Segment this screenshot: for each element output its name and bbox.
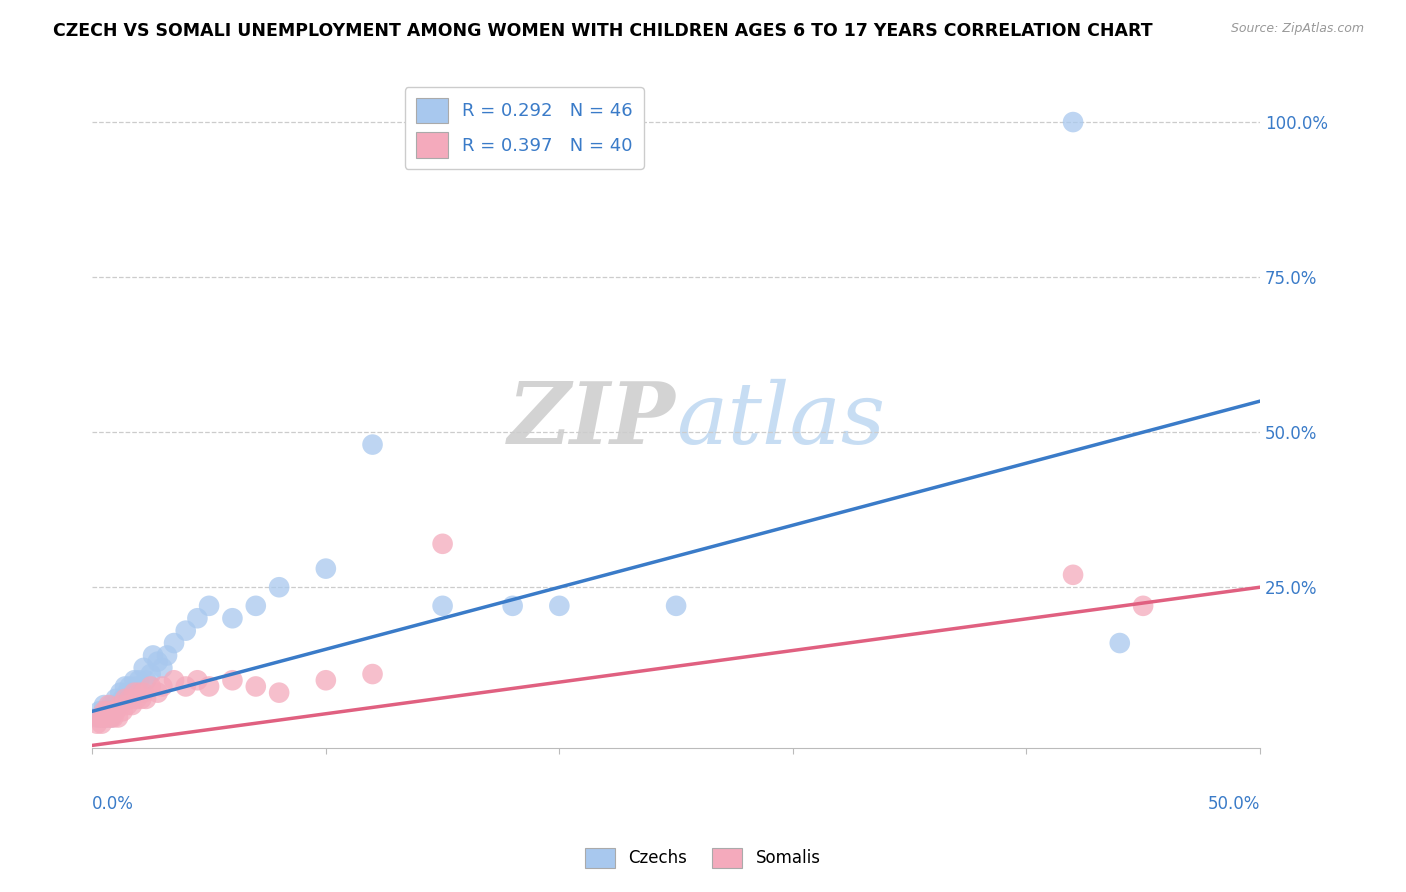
Point xyxy=(174,680,197,694)
Point xyxy=(135,691,157,706)
Legend: R = 0.292   N = 46, R = 0.397   N = 40: R = 0.292 N = 46, R = 0.397 N = 40 xyxy=(405,87,644,169)
Point xyxy=(89,704,111,718)
Text: 50.0%: 50.0% xyxy=(1208,795,1260,813)
Point xyxy=(245,680,267,694)
Point xyxy=(174,624,197,638)
Point xyxy=(432,599,454,613)
Point xyxy=(139,680,162,694)
Point xyxy=(1108,636,1130,650)
Text: ZIP: ZIP xyxy=(508,378,676,461)
Point xyxy=(221,673,243,688)
Point xyxy=(135,673,157,688)
Point xyxy=(548,599,571,613)
Point xyxy=(665,599,688,613)
Point xyxy=(107,698,129,712)
Point xyxy=(93,704,115,718)
Point xyxy=(118,680,141,694)
Point xyxy=(245,599,267,613)
Point xyxy=(186,673,208,688)
Point xyxy=(142,648,165,663)
Point xyxy=(96,710,118,724)
Text: Source: ZipAtlas.com: Source: ZipAtlas.com xyxy=(1230,22,1364,36)
Point xyxy=(118,691,141,706)
Point xyxy=(269,580,291,594)
Point xyxy=(97,704,120,718)
Point xyxy=(107,710,129,724)
Point xyxy=(93,704,115,718)
Text: 0.0%: 0.0% xyxy=(93,795,134,813)
Point xyxy=(269,686,291,700)
Point xyxy=(1062,115,1084,129)
Point xyxy=(124,686,146,700)
Point xyxy=(104,691,127,706)
Point xyxy=(110,686,132,700)
Point xyxy=(104,704,127,718)
Point xyxy=(96,704,118,718)
Point xyxy=(128,686,150,700)
Point xyxy=(117,686,139,700)
Point xyxy=(117,691,139,706)
Point xyxy=(132,661,155,675)
Point xyxy=(163,636,186,650)
Point xyxy=(156,648,179,663)
Point xyxy=(104,698,127,712)
Point xyxy=(103,704,125,718)
Point xyxy=(131,691,153,706)
Point xyxy=(125,691,148,706)
Point xyxy=(1062,567,1084,582)
Point xyxy=(93,698,115,712)
Point xyxy=(111,704,134,718)
Point xyxy=(90,716,112,731)
Point xyxy=(315,673,337,688)
Point xyxy=(114,691,136,706)
Point xyxy=(117,698,139,712)
Legend: Czechs, Somalis: Czechs, Somalis xyxy=(578,841,828,875)
Point xyxy=(100,710,122,724)
Point xyxy=(111,691,134,706)
Point xyxy=(86,710,108,724)
Point xyxy=(1132,599,1154,613)
Point xyxy=(139,667,162,681)
Point xyxy=(361,437,384,451)
Point xyxy=(128,673,150,688)
Point xyxy=(93,710,115,724)
Point xyxy=(86,716,108,731)
Point xyxy=(100,704,122,718)
Point xyxy=(114,680,136,694)
Point xyxy=(121,686,143,700)
Point xyxy=(110,698,132,712)
Point xyxy=(432,537,454,551)
Point xyxy=(221,611,243,625)
Point xyxy=(198,599,221,613)
Point xyxy=(150,661,173,675)
Point xyxy=(125,680,148,694)
Point xyxy=(90,710,112,724)
Text: CZECH VS SOMALI UNEMPLOYMENT AMONG WOMEN WITH CHILDREN AGES 6 TO 17 YEARS CORREL: CZECH VS SOMALI UNEMPLOYMENT AMONG WOMEN… xyxy=(53,22,1153,40)
Point xyxy=(186,611,208,625)
Text: atlas: atlas xyxy=(676,378,886,461)
Point xyxy=(198,680,221,694)
Point xyxy=(315,561,337,575)
Point xyxy=(89,710,111,724)
Point xyxy=(132,686,155,700)
Point xyxy=(146,686,169,700)
Point xyxy=(502,599,524,613)
Point xyxy=(103,710,125,724)
Point xyxy=(100,698,122,712)
Point xyxy=(361,667,384,681)
Point xyxy=(121,698,143,712)
Point xyxy=(163,673,186,688)
Point xyxy=(97,698,120,712)
Point xyxy=(124,673,146,688)
Point xyxy=(150,680,173,694)
Point xyxy=(100,710,122,724)
Point xyxy=(96,710,118,724)
Point xyxy=(146,655,169,669)
Point xyxy=(131,686,153,700)
